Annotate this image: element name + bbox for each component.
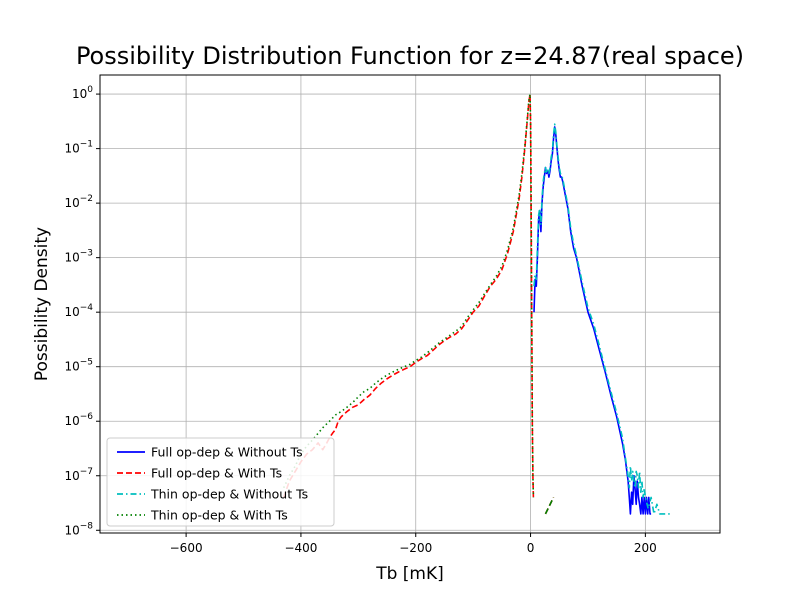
chart-title: Possibility Distribution Function for z=… xyxy=(76,42,744,70)
legend-label-2: Full op-dep & With Ts xyxy=(151,466,282,481)
plot-frame xyxy=(99,74,721,534)
y-tick-label: 10−4 xyxy=(64,303,93,319)
x-tick-label: −400 xyxy=(284,541,317,555)
x-tick-label: 200 xyxy=(634,541,657,555)
y-tick-label: 10−1 xyxy=(64,140,93,156)
x-tick-label: −200 xyxy=(399,541,432,555)
series-line-3 xyxy=(533,123,672,515)
x-tick-label: 0 xyxy=(527,541,535,555)
grid xyxy=(100,75,720,533)
y-tick-label: 10−6 xyxy=(64,412,93,428)
y-tick-label: 10−8 xyxy=(64,521,93,537)
y-tick-label: 100 xyxy=(72,85,93,101)
y-tick-label: 10−5 xyxy=(64,358,93,374)
legend-label-1: Full op-dep & Without Ts xyxy=(151,445,303,460)
series-segment-2 xyxy=(544,497,555,515)
y-tick-label: 10−2 xyxy=(64,194,93,210)
legend-label-4: Thin op-dep & With Ts xyxy=(150,508,288,523)
legend-label-3: Thin op-dep & Without Ts xyxy=(150,487,308,502)
y-axis-label: Possibility Density xyxy=(32,227,52,381)
axis-ticks: −600 −400 −200 0 200 100 10−1 10−2 10−3 10−4 10−5 1… xyxy=(64,85,656,555)
plot-lines xyxy=(282,93,672,515)
legend-box xyxy=(106,437,335,527)
legend: Full op-dep & Without Ts Full op-dep & Wi… xyxy=(106,437,335,527)
y-tick-label: 10−7 xyxy=(64,467,93,483)
y-tick-label: 10−3 xyxy=(64,249,93,265)
x-axis-label: Tb [mK] xyxy=(375,564,444,584)
x-tick-label: −600 xyxy=(170,541,203,555)
series-line-2 xyxy=(282,93,535,498)
